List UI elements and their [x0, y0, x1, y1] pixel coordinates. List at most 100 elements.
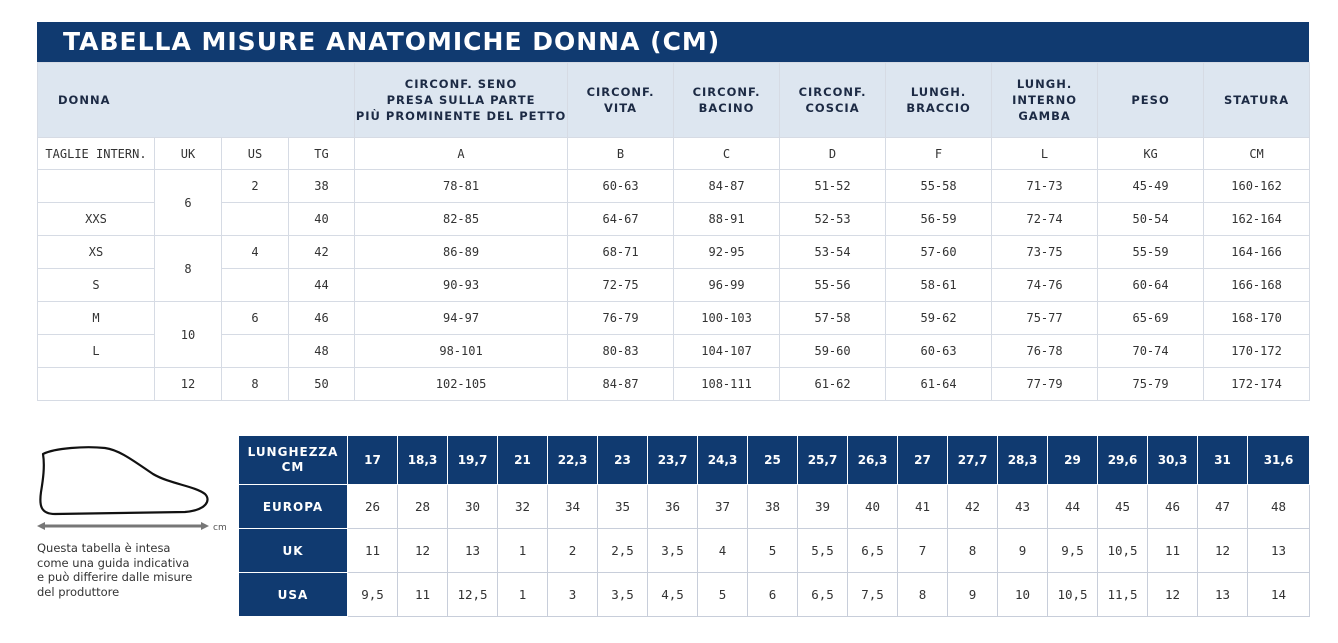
c-cell: 88-91	[673, 202, 781, 236]
l-cell: 76-78	[991, 334, 1099, 368]
intern-cell: S	[37, 268, 155, 302]
kg-cell: 50-54	[1097, 202, 1205, 236]
europa-cell: 48	[1247, 484, 1310, 529]
header-c-line: BACINO	[698, 101, 755, 115]
code-cell: US	[221, 137, 289, 170]
c-cell: 84-87	[673, 169, 781, 203]
tg-cell: 48	[287, 334, 356, 368]
uk-cell: 10,5	[1097, 528, 1148, 573]
table-row: S 44 90-93 72-75 96-99 55-56 58-61 74-76…	[37, 268, 1311, 302]
us-cell: 2	[221, 169, 289, 203]
length-cell: 30,3	[1147, 435, 1198, 485]
c-cell: 100-103	[673, 301, 781, 335]
uk-cell: 12	[1197, 528, 1248, 573]
uk-cell: 7	[897, 528, 948, 573]
length-cell: 17	[347, 435, 398, 485]
header-b-line: VITA	[604, 101, 638, 115]
header-l: LUNGH. INTERNO GAMBA	[991, 62, 1099, 138]
intern-cell	[37, 367, 155, 401]
d-cell: 55-56	[779, 268, 887, 302]
header-b-line: CIRCONF.	[586, 85, 655, 99]
uk-cell: 5,5	[797, 528, 848, 573]
length-cell: 31	[1197, 435, 1248, 485]
a-cell: 102-105	[354, 367, 569, 401]
b-cell: 80-83	[567, 334, 675, 368]
europa-cell: 46	[1147, 484, 1198, 529]
uk-cell: 2	[547, 528, 598, 573]
tg-cell: 44	[287, 268, 356, 302]
code-cell: C	[673, 137, 781, 170]
f-cell: 61-64	[885, 367, 993, 401]
usa-cell: 12,5	[447, 572, 498, 617]
table-row: 12 8 50 102-105 84-87 108-111 61-62 61-6…	[37, 367, 1311, 401]
c-cell: 96-99	[673, 268, 781, 302]
shoe-outline-icon: cm	[37, 446, 227, 533]
usa-cell: 9,5	[347, 572, 398, 617]
usa-cell: 1	[497, 572, 548, 617]
f-cell: 56-59	[885, 202, 993, 236]
b-cell: 64-67	[567, 202, 675, 236]
a-cell: 86-89	[354, 235, 569, 269]
page-title: TABELLA MISURE ANATOMICHE DONNA (CM)	[37, 22, 1309, 62]
usa-cell: 5	[697, 572, 748, 617]
intern-cell: M	[37, 301, 155, 335]
code-cell: F	[885, 137, 993, 170]
length-row: LUNGHEZZA CM 17 18,3 19,7 21 22,3 23 23,7 24,3 2…	[238, 435, 1310, 485]
header-d: CIRCONF. COSCIA	[779, 62, 887, 138]
header-a-line: PIÙ PROMINENTE DEL PETTO	[355, 109, 567, 123]
l-cell: 72-74	[991, 202, 1099, 236]
table-row: M 10 6 46 94-97 76-79 100-103 57-58 59-6…	[37, 301, 1311, 368]
us-cell	[221, 334, 289, 368]
disclaimer-note: Questa tabella è intesa come una guida i…	[37, 541, 237, 599]
c-cell: 92-95	[673, 235, 781, 269]
body-measurements-table: DONNA CIRCONF. SENO PRESA SULLA PARTE PI…	[36, 62, 1311, 401]
usa-cell: 7,5	[847, 572, 898, 617]
tg-cell: 50	[287, 367, 356, 401]
header-b: CIRCONF. VITA	[567, 62, 675, 138]
length-cell: 26,3	[847, 435, 898, 485]
d-cell: 53-54	[779, 235, 887, 269]
l-cell: 75-77	[991, 301, 1099, 335]
us-cell	[221, 268, 289, 302]
a-cell: 94-97	[354, 301, 569, 335]
b-cell: 68-71	[567, 235, 675, 269]
usa-cell: 14	[1247, 572, 1310, 617]
europa-label: EUROPA	[238, 484, 348, 529]
europa-cell: 47	[1197, 484, 1248, 529]
uk-cell: 10	[154, 301, 222, 368]
a-cell: 82-85	[354, 202, 569, 236]
kg-cell: 60-64	[1097, 268, 1205, 302]
length-cell: 27,7	[947, 435, 998, 485]
b-cell: 76-79	[567, 301, 675, 335]
f-cell: 58-61	[885, 268, 993, 302]
c-cell: 108-111	[673, 367, 781, 401]
f-cell: 57-60	[885, 235, 993, 269]
us-cell: 8	[221, 367, 289, 401]
uk-cell: 13	[447, 528, 498, 573]
europa-cell: 45	[1097, 484, 1148, 529]
intern-cell: L	[37, 334, 155, 368]
intern-cell	[37, 169, 155, 203]
europa-cell: 42	[947, 484, 998, 529]
unit-label: cm	[213, 523, 227, 533]
uk-cell: 12	[154, 367, 222, 401]
usa-cell: 6	[747, 572, 798, 617]
codes-row: TAGLIE INTERN. UK US TG A B C D F L KG C…	[37, 137, 1311, 170]
note-line: Questa tabella è intesa	[37, 541, 171, 555]
intern-cell: XXS	[37, 202, 155, 236]
tg-cell: 40	[287, 202, 356, 236]
code-cell: D	[779, 137, 887, 170]
code-cell: L	[991, 137, 1099, 170]
europa-cell: 35	[597, 484, 648, 529]
header-a-line: CIRCONF. SENO	[404, 77, 518, 91]
note-line: come una guida indicativa	[37, 555, 190, 570]
cm-cell: 166-168	[1203, 268, 1311, 302]
table-row: XS 8 4 42 86-89 68-71 92-95 53-54 57-60 …	[37, 235, 1311, 302]
header-row: DONNA CIRCONF. SENO PRESA SULLA PARTE PI…	[36, 62, 1311, 138]
uk-cell: 12	[397, 528, 448, 573]
l-cell: 74-76	[991, 268, 1099, 302]
uk-cell: 9,5	[1047, 528, 1098, 573]
europa-cell: 39	[797, 484, 848, 529]
usa-row: USA 9,5 11 12,5 1 3 3,5 4,5 5 6 6,5 7,5 8 9 10 10,5 11,…	[238, 572, 1310, 617]
length-cell: 28,3	[997, 435, 1048, 485]
